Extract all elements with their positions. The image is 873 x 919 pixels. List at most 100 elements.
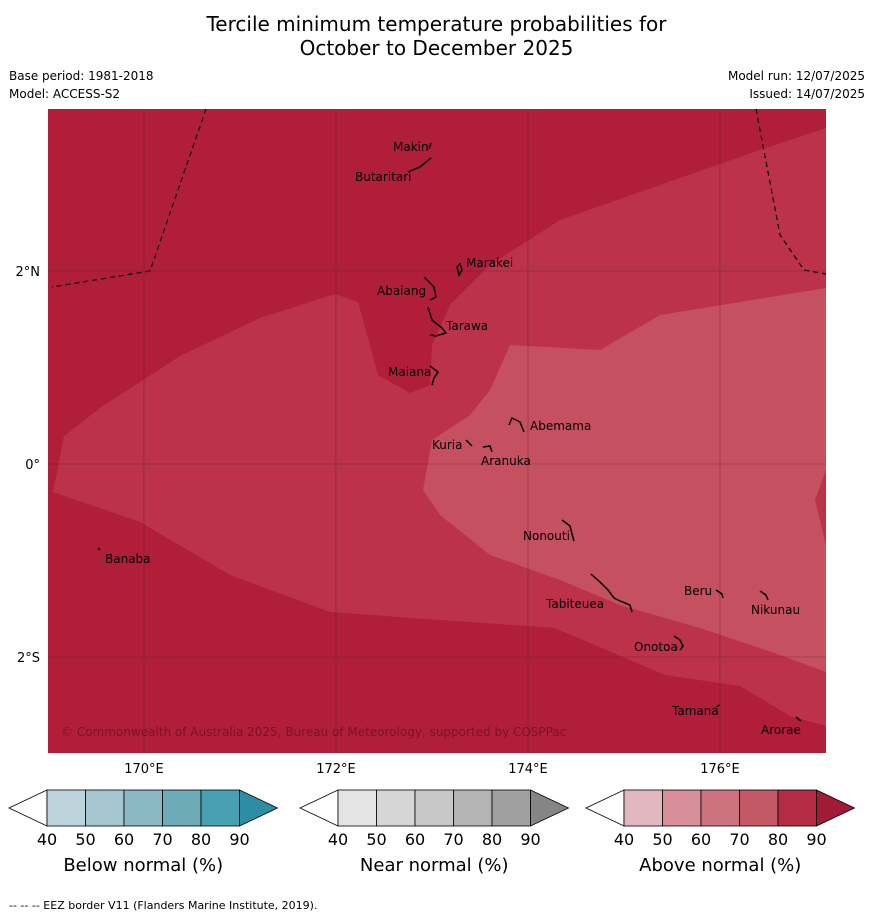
above-legend-bin-50 — [662, 789, 702, 827]
island-label-marakei: Marakei — [466, 256, 513, 270]
footer-eez-note: -- -- -- EEZ border V11 (Flanders Marine… — [9, 899, 318, 912]
above-legend-bin-40 — [623, 789, 663, 827]
eez-line-east — [755, 108, 827, 275]
island-label-abaiang: Abaiang — [377, 284, 426, 298]
above-legend-bin-60 — [700, 789, 740, 827]
below-legend-bin-50 — [85, 789, 125, 827]
tabiteuea-island-shape — [590, 573, 633, 613]
marakei-island-shape — [456, 262, 463, 277]
aranuka-island-shape — [482, 445, 493, 453]
below-legend-tick-80: 80 — [191, 830, 211, 849]
nikunau-island-shape — [759, 590, 769, 601]
abemama-island-shape — [508, 416, 525, 433]
island-label-butaritari: Butaritari — [355, 170, 412, 184]
island-labels: Makin Butaritari Marakei Abaiang Tarawa … — [105, 140, 801, 737]
near-legend-over-triangle — [530, 789, 570, 827]
maiana-island-shape — [429, 365, 440, 386]
above-legend-tick-40: 40 — [614, 830, 634, 849]
island-label-tarawa: Tarawa — [445, 319, 488, 333]
near-legend-title: Near normal (%) — [360, 855, 509, 876]
meta-right: Model run: 12/07/2025 Issued: 14/07/2025 — [728, 67, 865, 103]
banaba-island-shape — [97, 547, 101, 551]
lat-label-0: 0° — [25, 458, 40, 473]
above-normal-70-region — [423, 288, 826, 672]
butaritari-island-shape — [407, 157, 432, 173]
nonouti-island-shape — [561, 519, 575, 542]
below-legend-bin-60 — [123, 789, 163, 827]
below-legend-bin-80 — [200, 789, 240, 827]
near-legend-tick-70: 70 — [443, 830, 463, 849]
model-name: Model: ACCESS-S2 — [9, 87, 121, 101]
below-legend-tick-60: 60 — [114, 830, 134, 849]
above-legend-title: Above normal (%) — [639, 855, 801, 876]
below-legend-tick-40: 40 — [37, 830, 57, 849]
near-legend-tick-90: 90 — [520, 830, 540, 849]
meta-left: Base period: 1981-2018 Model: ACCESS-S2 — [9, 67, 154, 103]
base-period: Base period: 1981-2018 — [9, 69, 154, 83]
graticule — [48, 109, 826, 753]
below-legend-title: Below normal (%) — [63, 855, 223, 876]
island-label-onotoa: Onotoa — [634, 640, 678, 654]
model-run: Model run: 12/07/2025 — [727, 69, 865, 83]
near-legend-bin-80 — [491, 789, 531, 827]
island-label-beru: Beru — [684, 584, 712, 598]
island-label-tamana: Tamana — [671, 704, 719, 718]
below-legend-tick-90: 90 — [229, 830, 249, 849]
island-label-banaba: Banaba — [105, 552, 151, 566]
near-legend-bin-70 — [453, 789, 493, 827]
below-legend-bin-70 — [162, 789, 202, 827]
tamana-island-shape — [715, 704, 721, 708]
above-legend-tick-80: 80 — [768, 830, 788, 849]
makin-island-shape — [428, 142, 432, 150]
onotoa-island-shape — [673, 635, 684, 651]
lon-label-174e: 174°E — [508, 762, 548, 777]
near-legend-bin-50 — [376, 789, 416, 827]
lon-label-170e: 170°E — [124, 762, 164, 777]
issued-date: Issued: 14/07/2025 — [749, 87, 865, 101]
above-normal-legend: 40 50 60 70 80 90 Above normal (%) — [585, 789, 856, 876]
legend-area: 40 50 60 70 80 90 Below normal (%) 40 50 60 70 80 90… — [8, 789, 856, 876]
island-label-abemama: Abemama — [530, 419, 591, 433]
island-label-nikunau: Nikunau — [751, 603, 800, 617]
near-legend-tick-40: 40 — [328, 830, 348, 849]
island-label-kuria: Kuria — [432, 438, 463, 452]
arorae-island-shape — [795, 716, 802, 722]
above-legend-tick-60: 60 — [691, 830, 711, 849]
axis-labels: 2°N 0° 2°S 170°E 172°E 174°E 176°E — [16, 265, 740, 777]
above-legend-under-triangle — [585, 789, 625, 827]
above-legend-tick-90: 90 — [806, 830, 826, 849]
near-legend-tick-80: 80 — [482, 830, 502, 849]
above-legend-bin-80 — [777, 789, 817, 827]
above-legend-tick-50: 50 — [652, 830, 672, 849]
below-legend-bin-40 — [46, 789, 86, 827]
kuria-island-shape — [465, 439, 473, 447]
island-outlines — [97, 142, 802, 722]
lat-label-2s: 2°S — [17, 651, 40, 666]
below-normal-legend: 40 50 60 70 80 90 Below normal (%) — [8, 789, 279, 876]
near-legend-bin-60 — [414, 789, 454, 827]
island-label-aranuka: Aranuka — [481, 454, 531, 468]
island-label-maiana: Maiana — [388, 365, 431, 379]
near-legend-under-triangle — [299, 789, 339, 827]
abaiang-island-shape — [423, 276, 437, 301]
chart-title: Tercile minimum temperature probabilitie… — [0, 12, 873, 60]
lon-label-176e: 176°E — [700, 762, 740, 777]
map-panel: Makin Butaritari Marakei Abaiang Tarawa … — [48, 108, 827, 753]
below-legend-tick-70: 70 — [152, 830, 172, 849]
above-legend-bin-70 — [739, 789, 779, 827]
near-normal-legend: 40 50 60 70 80 90 Near normal (%) — [299, 789, 570, 876]
island-label-tabiteuea: Tabiteuea — [545, 597, 604, 611]
copyright-notice: © Commonwealth of Australia 2025, Bureau… — [61, 725, 566, 739]
title-line-1: Tercile minimum temperature probabilitie… — [206, 12, 667, 36]
beru-island-shape — [715, 589, 724, 599]
lat-label-2n: 2°N — [16, 265, 41, 280]
tarawa-island-shape — [427, 306, 448, 337]
near-legend-bin-40 — [337, 789, 377, 827]
above-legend-tick-70: 70 — [729, 830, 749, 849]
island-label-makin: Makin — [393, 140, 429, 154]
near-legend-tick-60: 60 — [405, 830, 425, 849]
above-legend-over-triangle — [816, 789, 856, 827]
near-legend-tick-50: 50 — [366, 830, 386, 849]
island-label-nonouti: Nonouti — [523, 529, 570, 543]
